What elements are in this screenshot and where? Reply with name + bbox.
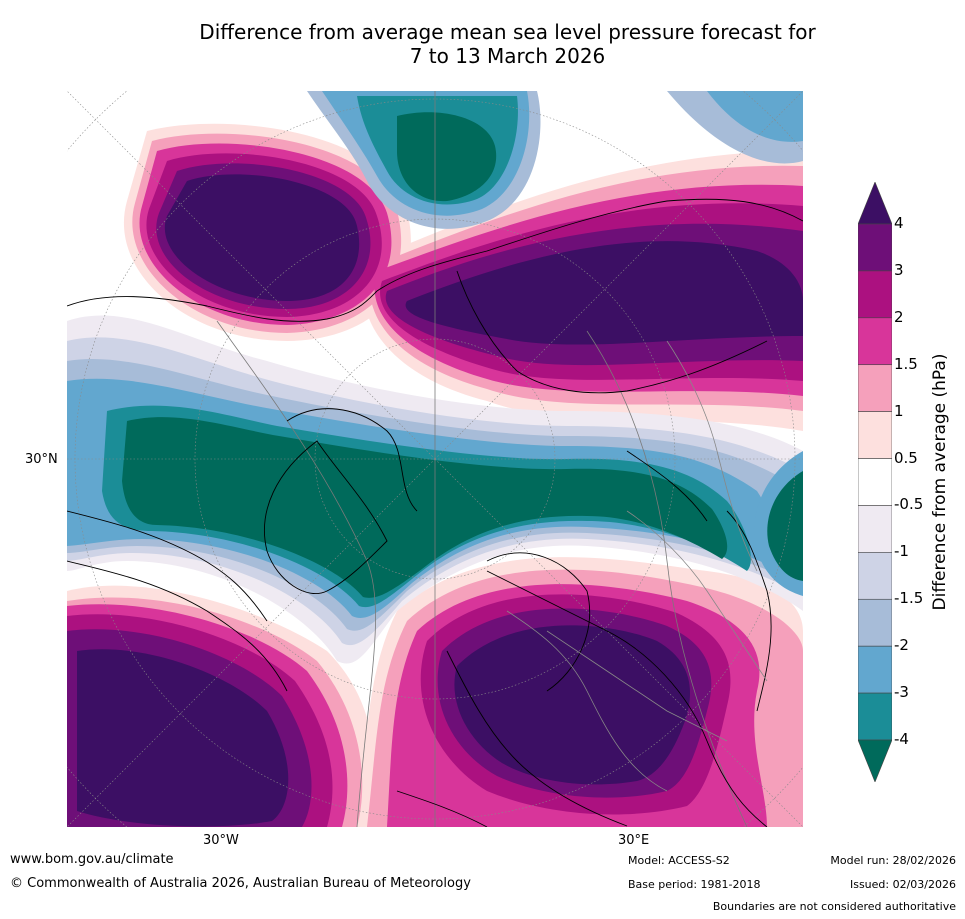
colorbar-swatch — [858, 458, 892, 506]
footer-issued: Issued: 02/03/2026 — [849, 878, 956, 891]
footer-model-run: Model run: 28/02/2026 — [830, 854, 956, 867]
colorbar-extend-top — [858, 182, 892, 225]
colorbar-swatch — [858, 692, 892, 741]
colorbar-swatch — [858, 317, 892, 366]
colorbar-tick-label: -0.5 — [894, 495, 924, 514]
colorbar-tick-label: 1.5 — [894, 354, 918, 373]
footer-url: www.bom.gov.au/climate — [10, 852, 174, 867]
colorbar-tick-label: 2 — [894, 307, 904, 326]
colorbar-tick-label: -4 — [894, 730, 909, 748]
colorbar-tick-label: 1 — [894, 401, 904, 420]
lon-label-30w: 30°W — [203, 833, 239, 848]
colorbar-swatch — [858, 364, 892, 412]
colorbar-tick-label: -1.5 — [894, 589, 924, 608]
colorbar-tick-label: 3 — [894, 260, 904, 279]
colorbar-swatch — [858, 598, 892, 647]
title-line-2: 7 to 13 March 2026 — [409, 44, 606, 68]
colorbar-tick-label: -2 — [894, 636, 909, 655]
colorbar-tick-label: 4 — [894, 214, 904, 232]
footer-copyright: © Commonwealth of Australia 2026, Austra… — [10, 876, 471, 891]
colorbar-title: Difference from average (hPa) — [930, 353, 950, 611]
footer-boundaries: Boundaries are not considered authoritat… — [712, 900, 956, 913]
footer-base-period: Base period: 1981-2018 — [628, 878, 761, 891]
lon-label-30e: 30°E — [618, 833, 650, 848]
colorbar-swatch — [858, 270, 892, 319]
lat-label-30n: 30°N — [25, 452, 58, 467]
colorbar-swatch — [858, 411, 892, 459]
colorbar-swatch — [858, 552, 892, 600]
colorbar-swatch — [858, 645, 892, 694]
colorbar-swatch — [858, 223, 892, 272]
colorbar — [858, 182, 892, 782]
map-canvas — [67, 91, 803, 827]
colorbar-tick-label: -3 — [894, 683, 909, 702]
map-title: Difference from average mean sea level p… — [0, 20, 965, 68]
footer-model: Model: ACCESS-S2 — [628, 854, 730, 867]
pressure-anomaly-map — [67, 91, 803, 827]
colorbar-swatch — [858, 505, 892, 553]
colorbar-tick-label: 0.5 — [894, 448, 918, 467]
colorbar-tick-label: -1 — [894, 542, 909, 561]
colorbar-extend-bottom — [858, 739, 892, 782]
title-line-1: Difference from average mean sea level p… — [199, 20, 816, 44]
